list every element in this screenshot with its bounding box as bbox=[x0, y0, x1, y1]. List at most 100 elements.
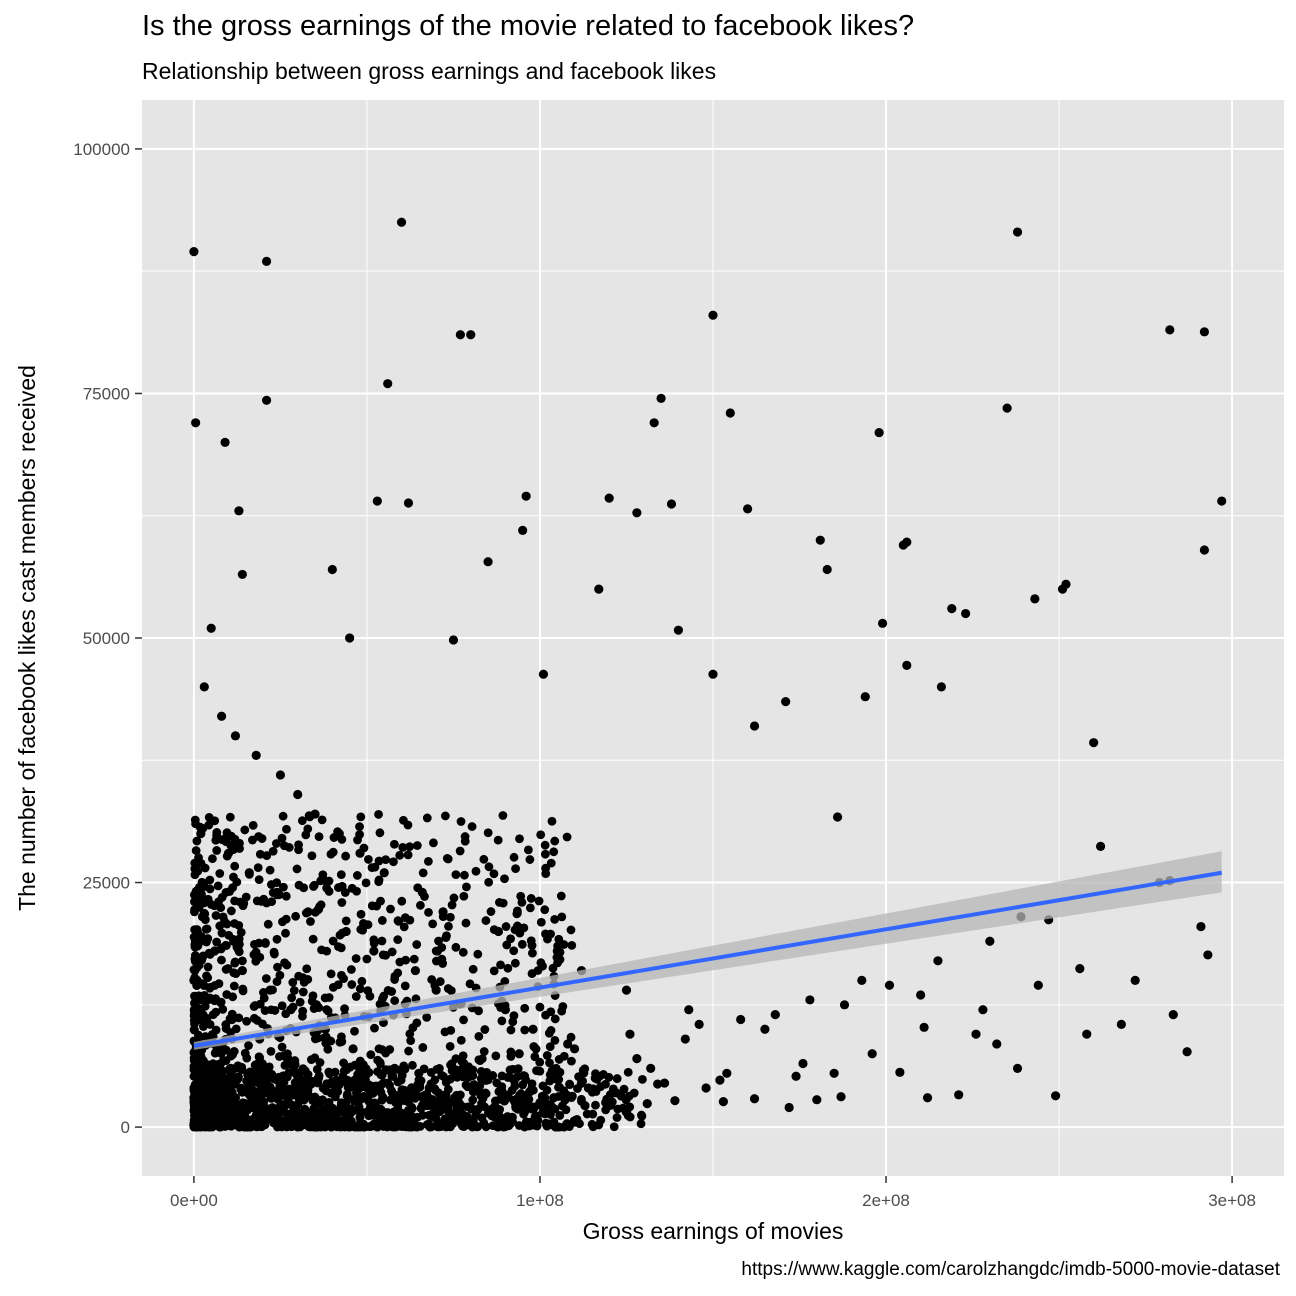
data-point bbox=[500, 1095, 510, 1104]
data-point bbox=[385, 1116, 394, 1126]
data-point bbox=[412, 1018, 422, 1028]
data-point bbox=[230, 1111, 240, 1121]
data-point bbox=[416, 1076, 426, 1086]
data-point bbox=[282, 1099, 292, 1109]
data-point bbox=[405, 1029, 415, 1039]
data-point bbox=[1051, 1091, 1061, 1101]
data-point bbox=[561, 1105, 571, 1115]
data-point bbox=[233, 945, 243, 954]
data-point bbox=[307, 851, 317, 861]
data-point bbox=[194, 1077, 204, 1087]
data-point bbox=[197, 896, 207, 905]
data-point bbox=[205, 1093, 215, 1102]
data-point bbox=[488, 1121, 498, 1130]
data-point bbox=[445, 912, 455, 922]
data-point bbox=[355, 830, 364, 839]
data-point bbox=[445, 1108, 455, 1118]
data-point bbox=[379, 1018, 388, 1027]
data-point bbox=[189, 1084, 199, 1093]
data-point bbox=[551, 1122, 561, 1132]
data-point bbox=[320, 1121, 330, 1131]
data-point bbox=[457, 1057, 467, 1067]
data-point bbox=[339, 1066, 349, 1076]
data-point bbox=[218, 1121, 228, 1131]
data-point bbox=[656, 393, 666, 403]
data-point bbox=[210, 816, 220, 826]
data-point bbox=[274, 1119, 284, 1129]
data-point bbox=[535, 1098, 545, 1108]
data-point bbox=[262, 1072, 272, 1082]
data-point bbox=[345, 1109, 355, 1119]
data-point bbox=[197, 1117, 207, 1127]
data-point bbox=[551, 1122, 560, 1132]
data-point bbox=[325, 1118, 335, 1128]
data-point bbox=[412, 940, 422, 949]
data-point bbox=[324, 993, 334, 1002]
data-point bbox=[288, 1002, 298, 1012]
data-point bbox=[506, 1073, 515, 1083]
data-point bbox=[365, 1102, 375, 1113]
data-point bbox=[275, 1033, 285, 1043]
data-point bbox=[287, 1100, 296, 1110]
data-point bbox=[337, 1077, 347, 1087]
data-point bbox=[208, 1122, 217, 1132]
data-point bbox=[266, 1071, 276, 1081]
data-point bbox=[189, 975, 199, 985]
data-point bbox=[542, 1085, 552, 1095]
data-point bbox=[192, 1117, 202, 1126]
data-point bbox=[194, 853, 203, 863]
data-point bbox=[192, 1119, 202, 1129]
data-point bbox=[412, 1122, 422, 1132]
data-point bbox=[189, 1099, 199, 1109]
data-point bbox=[241, 892, 251, 902]
data-point bbox=[331, 1075, 341, 1085]
data-point bbox=[327, 1106, 337, 1117]
data-point bbox=[722, 1068, 732, 1078]
data-point bbox=[497, 1086, 507, 1096]
data-point bbox=[207, 1121, 217, 1131]
chart-caption: https://www.kaggle.com/carolzhangdc/imdb… bbox=[741, 1259, 1280, 1280]
data-point bbox=[354, 1102, 364, 1112]
data-point bbox=[1165, 325, 1175, 335]
data-point bbox=[407, 1102, 417, 1112]
data-point bbox=[356, 925, 366, 934]
data-point bbox=[725, 408, 735, 418]
data-point bbox=[242, 1084, 252, 1094]
data-point bbox=[230, 896, 239, 906]
data-point bbox=[194, 1115, 203, 1125]
data-point bbox=[212, 1070, 221, 1079]
data-point bbox=[203, 995, 213, 1005]
data-point bbox=[549, 971, 559, 981]
data-point bbox=[224, 1093, 234, 1102]
data-point bbox=[282, 824, 291, 834]
data-point bbox=[484, 862, 494, 872]
data-point bbox=[191, 846, 201, 855]
data-point bbox=[451, 1065, 461, 1075]
data-point bbox=[218, 1066, 227, 1076]
data-point bbox=[246, 1080, 256, 1090]
data-point bbox=[206, 1070, 215, 1080]
data-point bbox=[363, 920, 373, 929]
data-point bbox=[189, 1098, 199, 1108]
data-point bbox=[221, 1099, 230, 1109]
data-point bbox=[225, 1084, 235, 1093]
data-point bbox=[190, 936, 200, 946]
data-point bbox=[361, 878, 371, 888]
data-point bbox=[273, 1108, 283, 1118]
data-point bbox=[541, 869, 551, 879]
data-point bbox=[215, 1100, 225, 1109]
data-point bbox=[354, 1121, 364, 1131]
data-point bbox=[228, 934, 238, 944]
data-point bbox=[305, 812, 315, 822]
data-point bbox=[427, 975, 437, 984]
data-point bbox=[225, 1111, 234, 1121]
data-point bbox=[222, 941, 231, 950]
data-point bbox=[618, 1103, 628, 1113]
data-point bbox=[489, 1112, 499, 1122]
data-point bbox=[229, 1106, 239, 1116]
data-point bbox=[538, 961, 547, 971]
data-point bbox=[214, 1062, 223, 1072]
data-point bbox=[374, 856, 384, 866]
data-point bbox=[202, 1082, 212, 1092]
data-point bbox=[440, 811, 450, 821]
